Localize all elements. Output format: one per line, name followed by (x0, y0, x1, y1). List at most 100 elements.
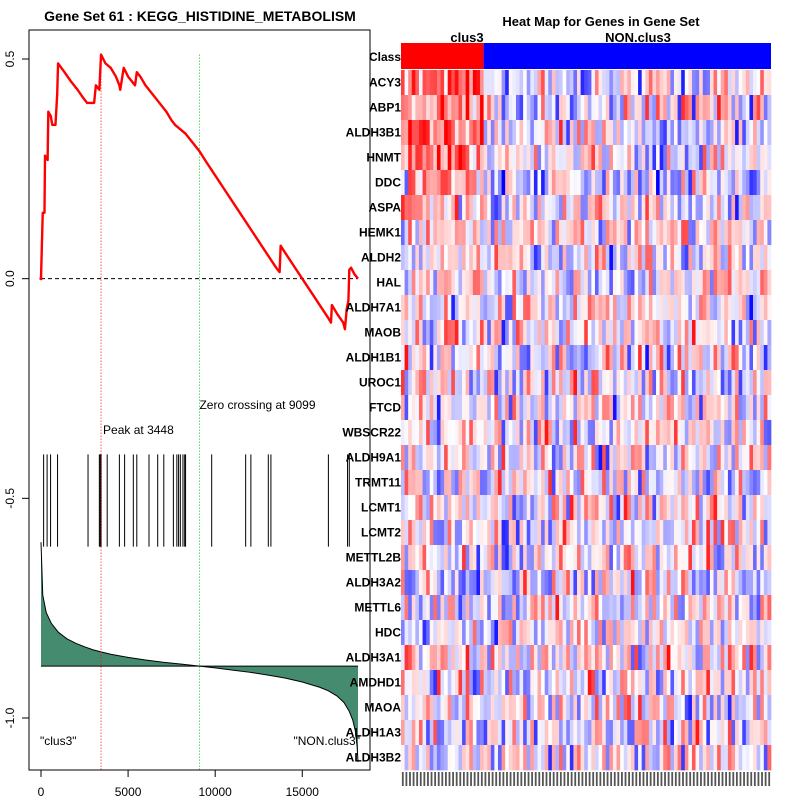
heatmap-cell (717, 695, 722, 721)
heatmap-cell (620, 445, 625, 471)
heatmap-cell (738, 420, 743, 446)
heatmap-cell (645, 270, 650, 296)
heatmap-cell (422, 620, 427, 646)
heatmap-cell (465, 520, 470, 546)
heatmap-cell (526, 370, 531, 396)
heatmap-cell (760, 395, 765, 421)
heatmap-cell (512, 370, 517, 396)
heatmap-cell (548, 520, 553, 546)
heatmap-cell (674, 120, 678, 146)
heatmap-cell (738, 95, 743, 121)
heatmap-cell (508, 270, 513, 296)
heatmap-cell (533, 520, 538, 546)
heatmap-cell (447, 370, 452, 396)
heatmap-cell (566, 320, 571, 346)
heatmap-cell (566, 695, 571, 721)
heatmap-cell (645, 745, 650, 771)
heatmap-cell (451, 220, 456, 246)
heatmap-cell (548, 495, 553, 521)
heatmap-cell (745, 320, 750, 346)
heatmap-cell (709, 95, 714, 121)
heatmap-cell (731, 70, 736, 96)
heatmap-cell (447, 720, 452, 746)
heatmap-cell (594, 395, 599, 421)
heatmap-cell (584, 595, 589, 621)
heatmap-cell (440, 595, 445, 621)
heatmap-cell (584, 570, 589, 596)
heatmap-cell (415, 345, 420, 371)
heatmap-cell (426, 720, 431, 746)
heatmap-cell (591, 695, 596, 721)
heatmap-cell (555, 170, 560, 196)
heatmap-cell (706, 695, 711, 721)
heatmap-cell (580, 270, 585, 296)
heatmap-cell (638, 170, 643, 196)
heatmap-cell (465, 670, 470, 696)
heatmap-cell (749, 245, 754, 271)
heatmap-cell (508, 170, 513, 196)
sample-label-mark (599, 772, 602, 786)
heatmap-cell (670, 595, 675, 621)
heatmap-cell (519, 495, 524, 521)
heatmap-cell (418, 270, 423, 296)
heatmap-cell (681, 445, 686, 471)
heatmap-cell (562, 545, 567, 571)
heatmap-cell (763, 595, 768, 621)
heatmap-cell (494, 395, 499, 421)
heatmap-cell (458, 70, 463, 96)
heatmap-cell (480, 520, 484, 546)
heatmap-cell (663, 670, 668, 696)
heatmap-cell (677, 695, 682, 721)
heatmap-cell (709, 670, 714, 696)
heatmap-cell (523, 195, 528, 221)
heatmap-cell (742, 320, 747, 346)
heatmap-cell (469, 695, 474, 721)
heatmap-cell (724, 695, 729, 721)
heatmap-cell (609, 620, 614, 646)
heatmap-cell (418, 395, 423, 421)
heatmap-cell (462, 495, 467, 521)
heatmap-cell (724, 345, 729, 371)
heatmap-cell (469, 570, 474, 596)
heatmap-cell (436, 570, 441, 596)
heatmap-cell (515, 620, 520, 646)
heatmap-cell (533, 245, 538, 271)
heatmap-cell (641, 70, 646, 96)
heatmap-cell (605, 695, 610, 721)
heatmap-cell (663, 295, 668, 321)
x-tick-label: 15000 (286, 785, 320, 799)
sample-label-mark (480, 772, 483, 786)
heatmap-cell (501, 270, 506, 296)
heatmap-cell (587, 220, 592, 246)
heatmap-cell (609, 745, 614, 771)
heatmap-cell (641, 645, 646, 671)
heatmap-cell (429, 120, 434, 146)
heatmap-cell (562, 345, 567, 371)
heatmap-cell (577, 370, 581, 396)
heatmap-cell (717, 545, 722, 571)
heatmap-cell (530, 720, 535, 746)
heatmap-cell (663, 395, 668, 421)
heatmap-cell (544, 570, 549, 596)
heatmap-cell (404, 395, 409, 421)
heatmap-cell (612, 470, 617, 496)
heatmap-cell (763, 395, 768, 421)
heatmap-cell (418, 445, 423, 471)
heatmap-cell (408, 720, 413, 746)
heatmap-cell (519, 670, 524, 696)
heatmap-cell (497, 570, 502, 596)
heatmap-cell (512, 70, 517, 96)
heatmap-cell (469, 220, 474, 246)
heatmap-cell (465, 220, 470, 246)
heatmap-cell (720, 70, 725, 96)
heatmap-cell (436, 395, 441, 421)
heatmap-cell (530, 445, 535, 471)
heatmap-cell (699, 445, 704, 471)
heatmap-cell (429, 320, 434, 346)
heatmap-cell (731, 420, 736, 446)
heatmap-cell (415, 245, 420, 271)
heatmap-cell (691, 120, 696, 146)
heatmap-cell (735, 745, 740, 771)
heatmap-cell (494, 570, 499, 596)
heatmap-cell (605, 745, 610, 771)
